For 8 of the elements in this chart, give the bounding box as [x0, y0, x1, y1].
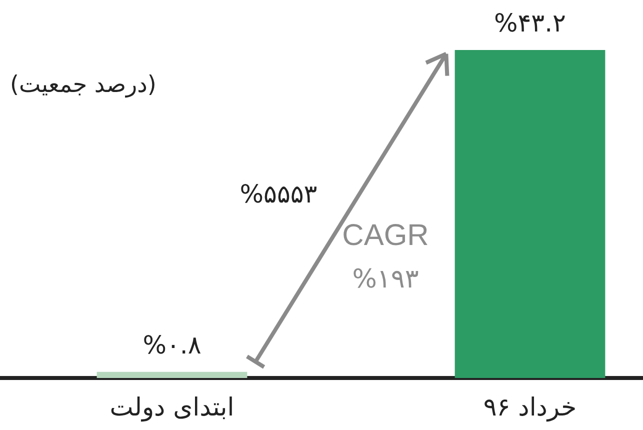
- x-tick-label: خرداد ۹۶: [483, 392, 577, 422]
- y-axis-title: (درصد جمعیت): [10, 72, 156, 98]
- x-tick-label: ابتدای دولت: [110, 392, 234, 422]
- annotation: %۱۹۳: [352, 264, 419, 295]
- annotation: %۵۵۵۳: [240, 179, 318, 208]
- annotation: CAGR: [342, 219, 429, 252]
- data-label: %۰.۸: [142, 330, 202, 360]
- data-label: %۴۳.۲: [494, 8, 566, 38]
